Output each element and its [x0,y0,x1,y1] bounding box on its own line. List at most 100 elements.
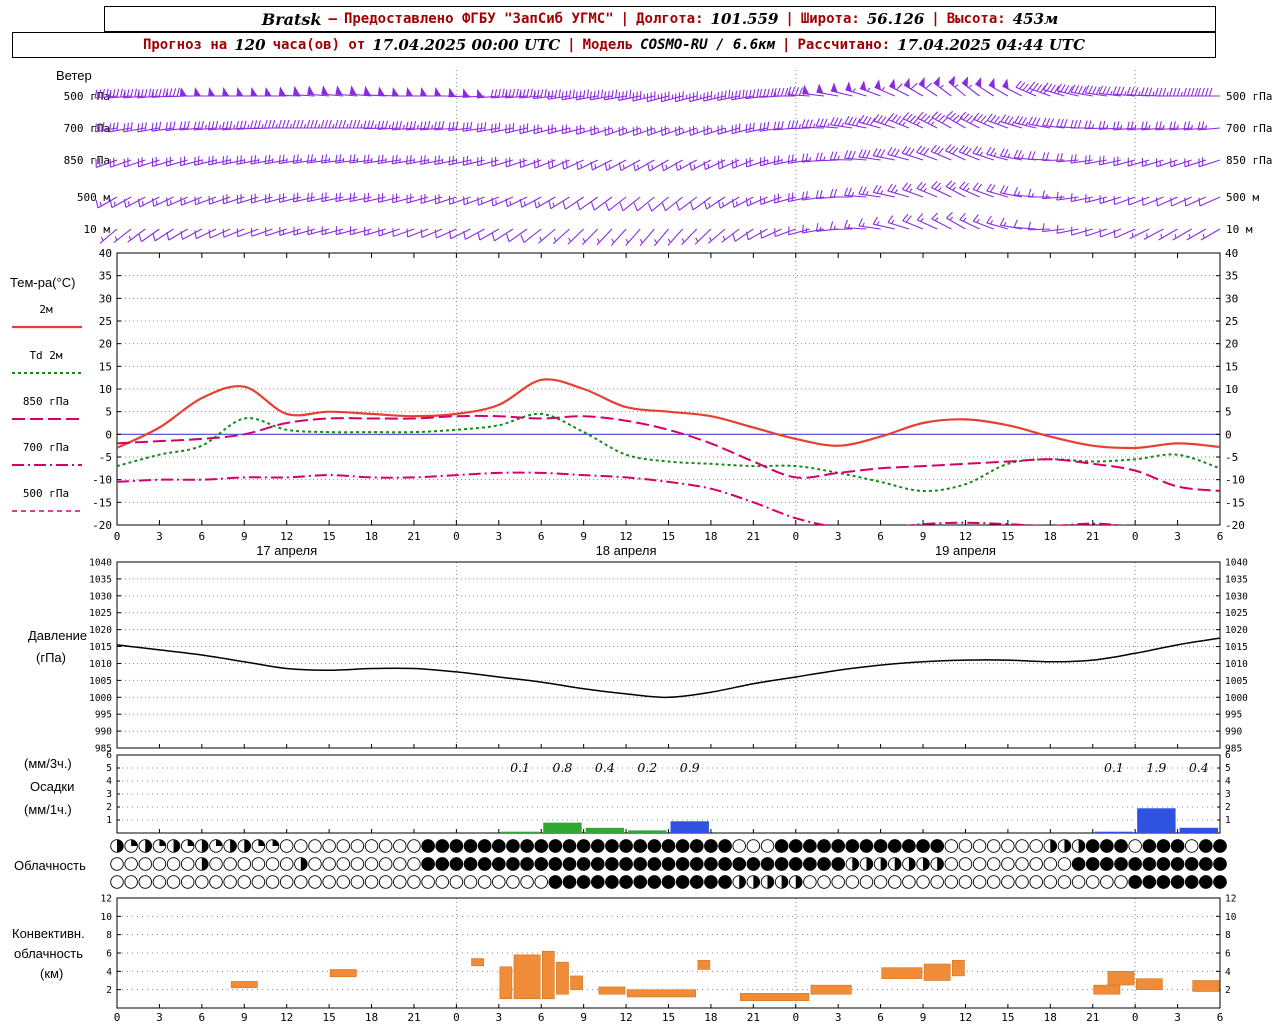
svg-text:Облачность: Облачность [14,858,86,873]
svg-text:0.4: 0.4 [1189,760,1209,775]
separator: | [620,11,630,27]
svg-text:Конвективн.: Конвективн. [12,926,85,941]
svg-text:1025: 1025 [89,608,112,619]
svg-text:9: 9 [580,1011,587,1024]
svg-text:1010: 1010 [89,659,112,670]
svg-text:0.8: 0.8 [552,760,572,775]
svg-text:18: 18 [365,530,378,543]
svg-text:1030: 1030 [89,591,112,602]
svg-text:1015: 1015 [89,642,112,653]
svg-text:Тем-ра(°C): Тем-ра(°C) [10,275,75,290]
svg-text:0: 0 [105,428,112,441]
svg-text:4: 4 [1225,776,1231,787]
svg-text:12: 12 [101,894,112,905]
svg-text:1005: 1005 [1225,676,1248,687]
svg-text:990: 990 [1225,727,1242,738]
svg-text:2м: 2м [39,303,53,316]
svg-text:(мм/1ч.): (мм/1ч.) [24,802,72,817]
svg-text:995: 995 [1225,710,1242,721]
svg-text:3: 3 [1174,530,1181,543]
svg-text:5: 5 [1225,406,1232,419]
svg-text:35: 35 [99,270,112,283]
svg-text:9: 9 [241,1011,248,1024]
svg-text:20: 20 [1225,338,1238,351]
latitude-value: 56.126 [866,10,925,28]
svg-text:0.4: 0.4 [595,760,615,775]
svg-text:Давление: Давление [28,628,87,643]
svg-text:(гПа): (гПа) [36,650,66,665]
provider-label: Предоставлено ФГБУ "ЗапСиб УГМС" [343,11,614,27]
svg-text:15: 15 [322,1011,335,1024]
svg-text:3: 3 [1174,1011,1181,1024]
station-name: Bratsk [261,9,322,29]
header-dash: — [328,11,337,27]
separator: | [931,11,940,27]
svg-text:15: 15 [99,360,112,373]
svg-text:6: 6 [199,530,206,543]
svg-text:850 гПа: 850 гПа [23,395,69,408]
svg-text:6: 6 [199,1011,206,1024]
svg-text:3: 3 [106,789,112,800]
pressure-panel: 985 985 990 990 995 995 1000 1000 1005 1005 1010 10… [28,558,1248,755]
svg-text:1035: 1035 [89,574,112,585]
altitude-label: Высота: [946,11,1006,27]
svg-text:3: 3 [156,1011,163,1024]
svg-text:40: 40 [1225,247,1238,260]
svg-text:18: 18 [365,1011,378,1024]
svg-text:0: 0 [1225,428,1232,441]
svg-text:1: 1 [1225,815,1231,826]
svg-text:Ветер: Ветер [56,68,92,83]
svg-text:21: 21 [407,530,420,543]
svg-text:12: 12 [959,1011,972,1024]
svg-text:9: 9 [920,1011,927,1024]
svg-text:4: 4 [106,776,112,787]
svg-text:-20: -20 [1225,519,1245,532]
svg-text:1025: 1025 [1225,608,1248,619]
svg-text:10 м: 10 м [1226,223,1253,236]
svg-text:0: 0 [1132,1011,1139,1024]
svg-text:10: 10 [1225,912,1237,923]
longitude-value: 101.559 [710,10,779,28]
svg-text:(мм/3ч.): (мм/3ч.) [24,756,72,771]
svg-text:18: 18 [1044,1011,1057,1024]
svg-text:9: 9 [580,530,587,543]
svg-text:40: 40 [99,247,112,260]
svg-text:0: 0 [453,530,460,543]
svg-text:6: 6 [538,530,545,543]
svg-text:12: 12 [1225,894,1236,905]
svg-text:10: 10 [99,383,112,396]
svg-text:30: 30 [1225,292,1238,305]
svg-text:12: 12 [959,530,972,543]
model-label: Модель [582,37,634,53]
svg-text:-10: -10 [92,474,112,487]
svg-text:1030: 1030 [1225,591,1248,602]
svg-text:6: 6 [1225,750,1231,761]
svg-text:-20: -20 [92,519,112,532]
svg-text:10: 10 [1225,383,1238,396]
svg-text:19 апреля: 19 апреля [935,543,996,558]
svg-text:1010: 1010 [1225,659,1248,670]
model-value: COSMO-RU / 6.6км [640,37,776,53]
svg-text:1: 1 [106,815,112,826]
svg-text:0: 0 [792,1011,799,1024]
svg-text:985: 985 [95,744,112,755]
altitude-value: 453м [1012,10,1059,28]
svg-text:21: 21 [747,530,760,543]
svg-text:995: 995 [95,710,112,721]
svg-text:9: 9 [920,530,927,543]
svg-text:6: 6 [877,1011,884,1024]
separator: | [785,11,794,27]
svg-text:21: 21 [1086,1011,1099,1024]
svg-text:-10: -10 [1225,474,1245,487]
svg-text:18: 18 [704,1011,717,1024]
svg-text:-15: -15 [92,496,112,509]
svg-text:12: 12 [619,1011,632,1024]
svg-text:1020: 1020 [89,625,112,636]
svg-text:35: 35 [1225,270,1238,283]
svg-text:10 м: 10 м [84,223,111,236]
svg-text:30: 30 [99,292,112,305]
svg-text:12: 12 [280,530,293,543]
svg-text:0.1: 0.1 [1104,760,1124,775]
